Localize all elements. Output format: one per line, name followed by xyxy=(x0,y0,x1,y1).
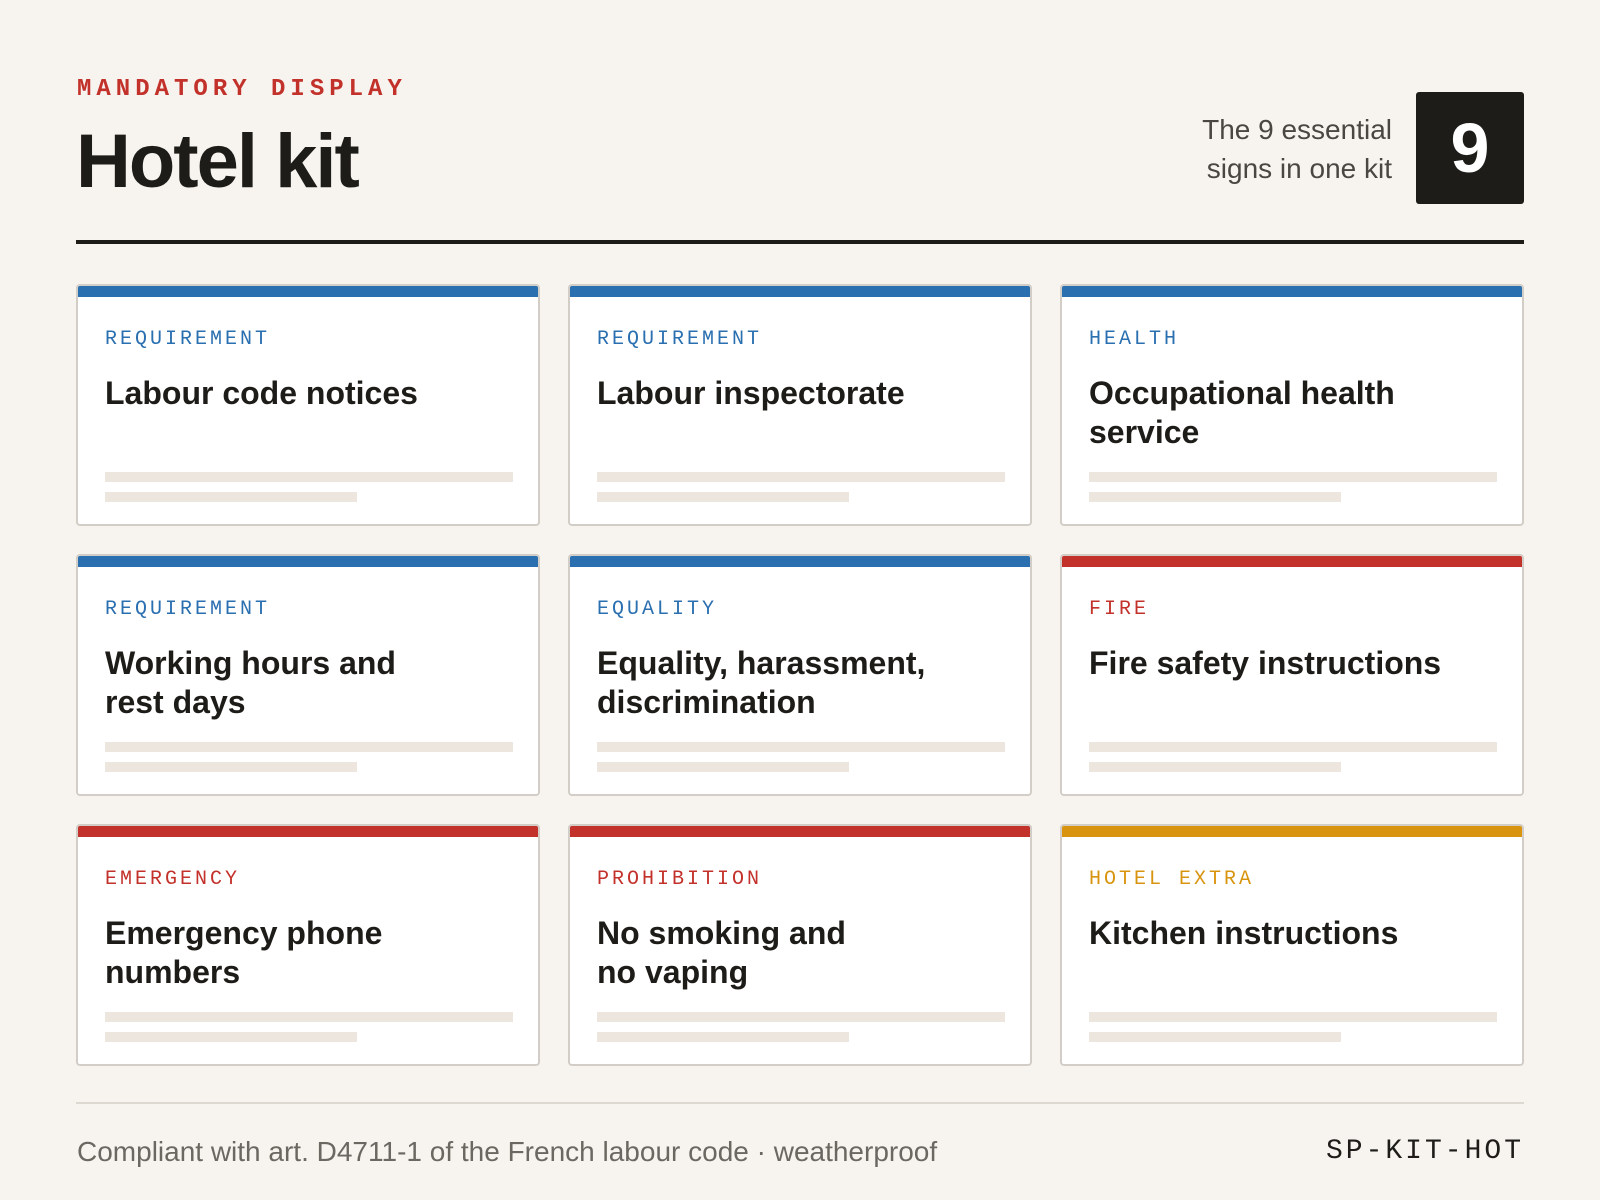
placeholder-line xyxy=(1089,742,1497,752)
placeholder-line xyxy=(1089,472,1497,482)
eyebrow-label: MANDATORY DISPLAY xyxy=(77,76,407,103)
card-title: Working hours and rest days xyxy=(105,645,396,720)
placeholder-line-short xyxy=(1089,762,1341,772)
card-accent-bar xyxy=(78,826,538,837)
placeholder-line-short xyxy=(597,762,849,772)
card-title: Emergency phone numbers xyxy=(105,915,383,990)
sign-card: REQUIREMENT Labour inspectorate xyxy=(568,284,1032,526)
placeholder-line xyxy=(105,742,513,752)
placeholder-line-short xyxy=(105,1032,357,1042)
card-title: Fire safety instructions xyxy=(1089,645,1442,681)
sign-grid: REQUIREMENT Labour code notices REQUIREM… xyxy=(76,284,1524,1066)
card-category: REQUIREMENT xyxy=(105,328,271,351)
card-category: HOTEL EXTRA xyxy=(1089,868,1255,891)
card-title: Occupational health service xyxy=(1089,375,1395,450)
placeholder-line xyxy=(105,1012,513,1022)
card-category: EQUALITY xyxy=(597,598,718,621)
card-accent-bar xyxy=(570,556,1030,567)
placeholder-line-short xyxy=(105,492,357,502)
card-title: Labour inspectorate xyxy=(597,375,905,411)
card-accent-bar xyxy=(1062,286,1522,297)
count-description-line-1: The 9 essential xyxy=(1202,114,1392,145)
product-code: SP-KIT-HOT xyxy=(1325,1136,1524,1167)
placeholder-line-short xyxy=(1089,1032,1341,1042)
sign-card: REQUIREMENT Working hours and rest days xyxy=(76,554,540,796)
placeholder-line-short xyxy=(597,492,849,502)
card-accent-bar xyxy=(570,826,1030,837)
footer-divider xyxy=(76,1102,1524,1104)
sign-card: EQUALITY Equality, harassment, discrimin… xyxy=(568,554,1032,796)
card-accent-bar xyxy=(1062,826,1522,837)
placeholder-line-short xyxy=(105,762,357,772)
card-title: Equality, harassment, discrimination xyxy=(597,645,926,720)
placeholder-line xyxy=(597,472,1005,482)
sign-card: HEALTH Occupational health service xyxy=(1060,284,1524,526)
card-category: FIRE xyxy=(1089,598,1150,621)
page-title: Hotel kit xyxy=(76,119,360,204)
card-accent-bar xyxy=(1062,556,1522,567)
card-category: REQUIREMENT xyxy=(597,328,763,351)
card-category: HEALTH xyxy=(1089,328,1180,351)
card-title: Kitchen instructions xyxy=(1089,915,1399,951)
card-title: Labour code notices xyxy=(105,375,418,411)
placeholder-line-short xyxy=(597,1032,849,1042)
card-category: PROHIBITION xyxy=(597,868,763,891)
sign-card: PROHIBITION No smoking and no vaping xyxy=(568,824,1032,1066)
sign-card: REQUIREMENT Labour code notices xyxy=(76,284,540,526)
card-accent-bar xyxy=(78,286,538,297)
count-badge: 9 xyxy=(1416,92,1524,204)
card-category: EMERGENCY xyxy=(105,868,241,891)
placeholder-line xyxy=(1089,1012,1497,1022)
placeholder-line xyxy=(105,472,513,482)
sign-card: EMERGENCY Emergency phone numbers xyxy=(76,824,540,1066)
card-title: No smoking and no vaping xyxy=(597,915,846,990)
header-divider xyxy=(76,240,1524,244)
placeholder-line xyxy=(597,1012,1005,1022)
compliance-note: Compliant with art. D4711-1 of the Frenc… xyxy=(77,1136,938,1167)
count-description: The 9 essential signs in one kit xyxy=(1202,110,1392,188)
placeholder-line xyxy=(597,742,1005,752)
sign-card: HOTEL EXTRA Kitchen instructions xyxy=(1060,824,1524,1066)
count-description-line-2: signs in one kit xyxy=(1206,153,1392,184)
card-category: REQUIREMENT xyxy=(105,598,271,621)
card-accent-bar xyxy=(78,556,538,567)
sign-card: FIRE Fire safety instructions xyxy=(1060,554,1524,796)
card-accent-bar xyxy=(570,286,1030,297)
placeholder-line-short xyxy=(1089,492,1341,502)
